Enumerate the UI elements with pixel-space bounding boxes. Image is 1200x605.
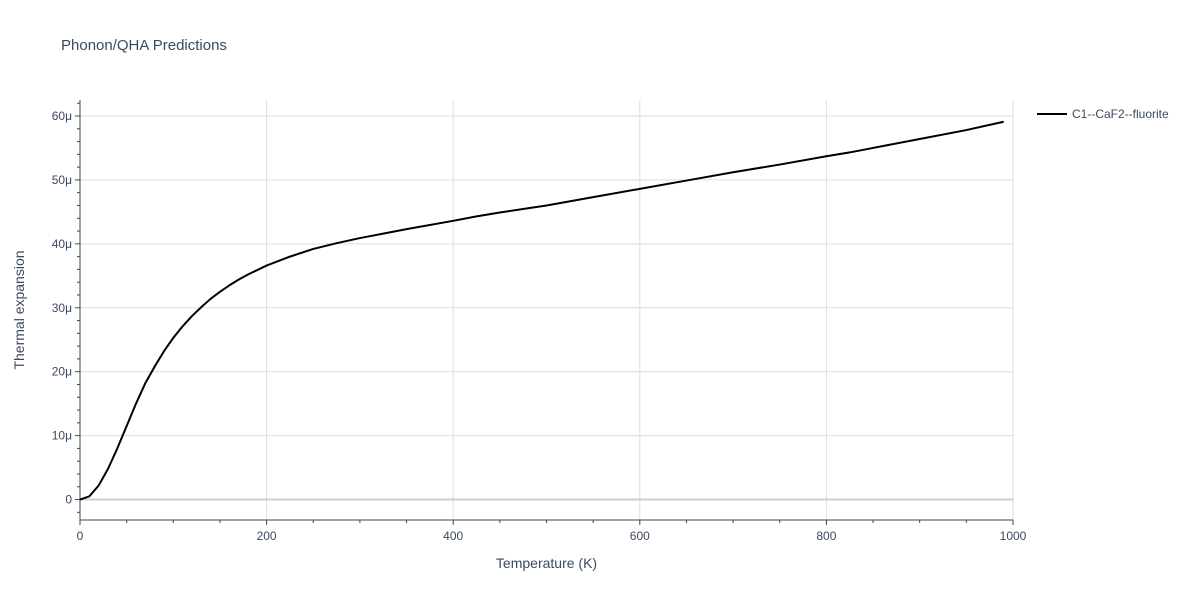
y-tick-label: 0 <box>65 493 72 507</box>
x-axis-title: Temperature (K) <box>496 555 597 571</box>
x-tick-label: 600 <box>630 529 650 543</box>
axes-layer: 0 200 400 600 800 1000 0 10μ 20μ 30μ 40μ 50μ 60μ <box>52 100 1027 543</box>
legend-label: C1--CaF2--fluorite <box>1072 107 1169 121</box>
grid-layer <box>80 100 1014 520</box>
x-tick-label: 200 <box>257 529 277 543</box>
y-tick-label: 10μ <box>52 429 72 443</box>
series-line <box>79 120 1004 501</box>
series-layer <box>79 120 1004 501</box>
y-tick-label: 30μ <box>52 301 72 315</box>
y-tick-label: 50μ <box>52 173 72 187</box>
legend[interactable]: C1--CaF2--fluorite <box>1037 107 1169 121</box>
y-axis-title: Thermal expansion <box>11 250 27 369</box>
y-tick-label: 40μ <box>52 237 72 251</box>
chart-title: Phonon/QHA Predictions <box>61 37 227 54</box>
x-tick-label: 0 <box>77 529 84 543</box>
y-tick-label: 20μ <box>52 365 72 379</box>
x-tick-label: 1000 <box>1000 529 1027 543</box>
x-tick-label: 400 <box>443 529 463 543</box>
y-tick-label: 60μ <box>52 109 72 123</box>
x-tick-label: 800 <box>816 529 836 543</box>
